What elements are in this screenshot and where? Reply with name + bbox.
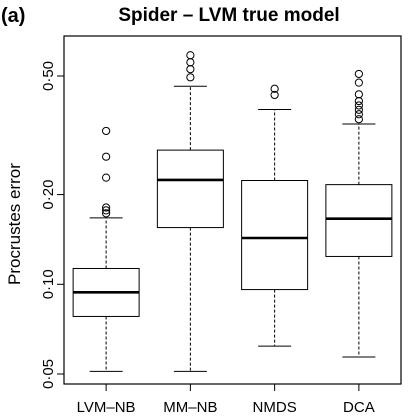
box-group bbox=[72, 51, 393, 372]
box-1 bbox=[72, 126, 140, 372]
outlier-point bbox=[270, 90, 279, 100]
x-tick-label: NMDS bbox=[253, 399, 297, 416]
chart-title: Spider – LVM true model bbox=[118, 5, 339, 26]
x-axis: LVM–NB MM–NB NMDS DCA bbox=[77, 384, 375, 416]
box-2 bbox=[156, 51, 224, 372]
outlier-point bbox=[354, 69, 363, 79]
iqr-box bbox=[241, 179, 309, 291]
x-tick-label: LVM–NB bbox=[77, 399, 136, 416]
x-tick-label: MM–NB bbox=[163, 399, 217, 416]
outlier-point bbox=[102, 203, 111, 212]
outlier-point bbox=[186, 73, 195, 82]
y-axis: 0·05 0·10 0·20 0·50 bbox=[40, 61, 64, 389]
outlier-point bbox=[354, 105, 363, 114]
plot-frame bbox=[63, 35, 402, 385]
y-tick-label: 0·10 bbox=[40, 269, 57, 299]
outlier-point bbox=[354, 115, 363, 124]
iqr-box bbox=[325, 184, 393, 257]
outlier-point bbox=[102, 209, 111, 218]
iqr-box bbox=[156, 149, 224, 229]
outlier-point bbox=[186, 65, 195, 74]
y-tick-label: 0·05 bbox=[40, 359, 57, 389]
box-3 bbox=[241, 84, 309, 347]
outlier-point bbox=[186, 51, 195, 60]
box-4 bbox=[325, 69, 393, 358]
y-tick-label: 0·20 bbox=[40, 180, 57, 210]
y-axis-label: Procrustes error bbox=[5, 163, 24, 285]
outlier-point bbox=[186, 58, 195, 67]
outlier-point bbox=[354, 96, 363, 106]
outlier-point bbox=[102, 206, 111, 215]
outlier-point bbox=[354, 101, 363, 110]
panel-label: (a) bbox=[1, 5, 25, 27]
outlier-point bbox=[354, 90, 363, 99]
x-tick-label: DCA bbox=[343, 399, 375, 416]
outlier-point bbox=[102, 173, 111, 182]
outlier-point bbox=[270, 84, 279, 93]
outlier-point bbox=[354, 78, 363, 87]
outlier-point bbox=[102, 152, 111, 161]
outlier-point bbox=[102, 126, 111, 136]
y-tick-label: 0·50 bbox=[40, 61, 57, 91]
outlier-point bbox=[354, 110, 363, 119]
